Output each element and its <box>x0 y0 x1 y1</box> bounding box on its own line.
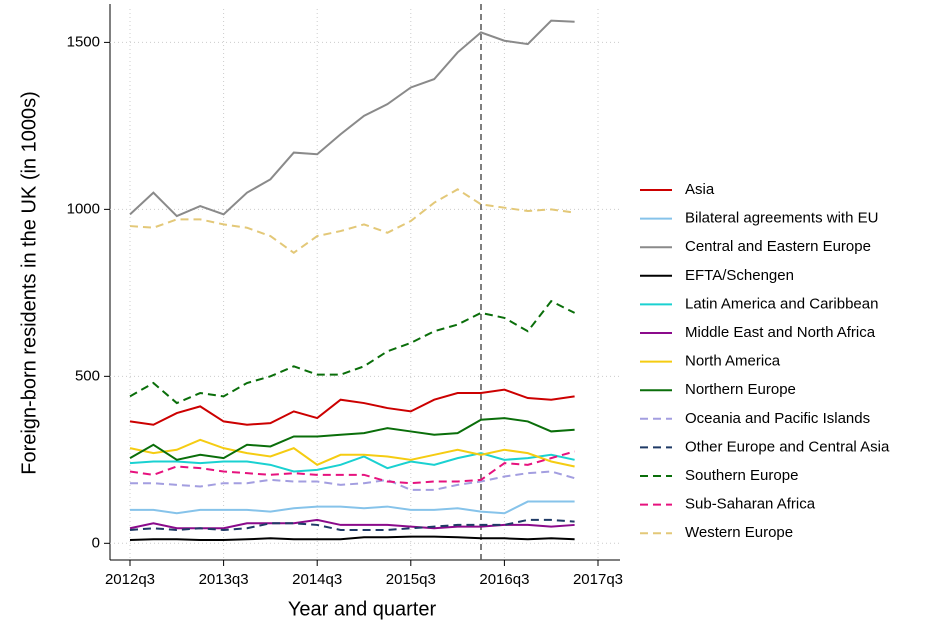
legend-label: North America <box>685 353 781 370</box>
legend-label: Middle East and North Africa <box>685 324 876 341</box>
series-line <box>129 535 575 541</box>
legend-label: Central and Eastern Europe <box>685 238 871 255</box>
series-line <box>130 500 575 515</box>
legend-label: Other Europe and Central Asia <box>685 438 890 455</box>
legend-label: EFTA/Schengen <box>685 267 794 284</box>
y-tick-label: 500 <box>75 367 100 384</box>
series-line <box>129 19 575 218</box>
series-line <box>129 388 575 426</box>
series-line <box>129 518 575 530</box>
legend-label: Northern Europe <box>685 381 796 398</box>
x-tick-label: 2015q3 <box>386 571 436 588</box>
y-tick-label: 1500 <box>67 33 100 50</box>
legend-label: Latin America and Caribbean <box>685 295 878 312</box>
series-line <box>129 452 575 473</box>
series-line <box>129 299 576 405</box>
legend-label: Oceania and Pacific Islands <box>685 410 870 427</box>
series-line <box>130 470 575 491</box>
legend-label: Asia <box>685 181 715 198</box>
x-tick-label: 2012q3 <box>105 571 155 588</box>
series-line <box>129 188 575 255</box>
series-line <box>129 450 575 485</box>
x-tick-label: 2014q3 <box>292 571 342 588</box>
x-axis-title: Year and quarter <box>288 598 437 620</box>
y-tick-label: 0 <box>92 534 100 551</box>
legend-label: Southern Europe <box>685 467 798 484</box>
x-tick-label: 2013q3 <box>199 571 249 588</box>
y-axis-title: Foreign-born residents in the UK (in 100… <box>18 91 40 475</box>
series-line <box>129 518 575 531</box>
legend-label: Western Europe <box>685 524 793 541</box>
series-line <box>129 438 575 468</box>
x-tick-label: 2016q3 <box>479 571 529 588</box>
legend-label: Bilateral agreements with EU <box>685 210 878 227</box>
y-tick-label: 1000 <box>67 200 100 217</box>
x-tick-label: 2017q3 <box>573 571 623 588</box>
legend-label: Sub-Saharan Africa <box>685 496 816 513</box>
series-line <box>129 417 575 461</box>
